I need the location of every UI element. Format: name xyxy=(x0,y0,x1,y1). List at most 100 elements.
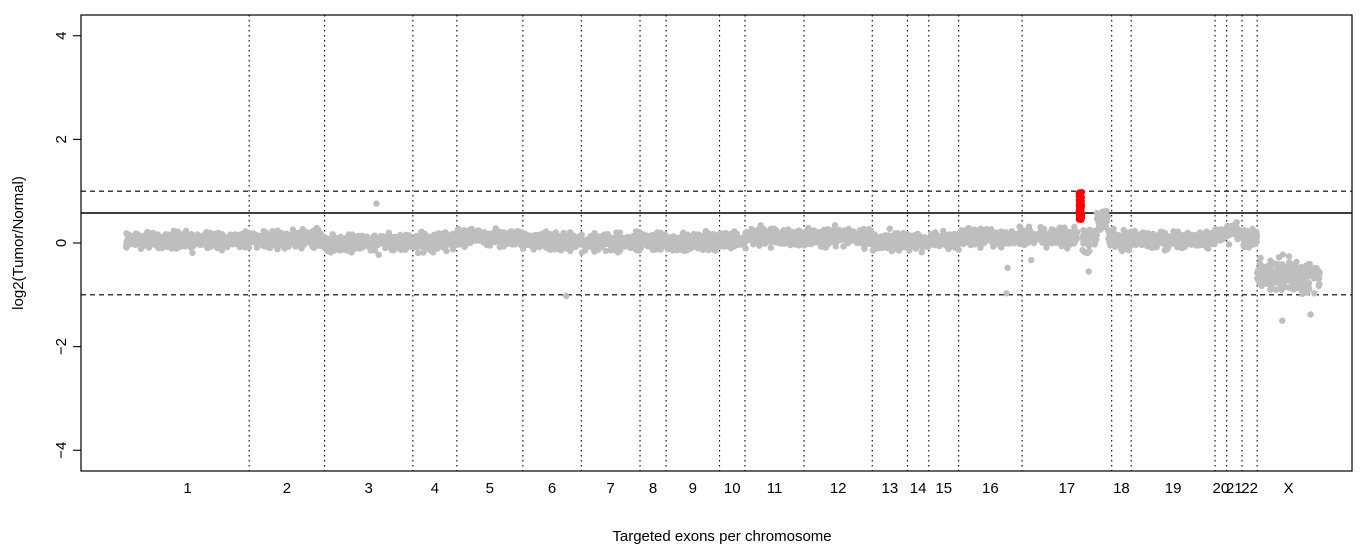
exon-point xyxy=(1025,223,1033,230)
exon-point xyxy=(678,235,686,243)
exon-point xyxy=(1214,236,1221,243)
chromosome-label-10: 10 xyxy=(724,480,741,497)
chromosome-label-19: 19 xyxy=(1165,480,1182,497)
exon-point xyxy=(281,245,288,252)
exon-point xyxy=(360,242,368,249)
exon-point xyxy=(1020,241,1028,249)
chromosome-label-7: 7 xyxy=(606,480,614,497)
exon-point xyxy=(370,233,377,240)
exon-point xyxy=(1284,264,1291,271)
exon-point xyxy=(1275,261,1283,268)
exon-point xyxy=(147,236,154,243)
exon-point xyxy=(700,243,707,250)
exon-point xyxy=(324,237,331,245)
exon-point xyxy=(301,241,308,248)
exon-point xyxy=(1225,241,1233,248)
exon-point xyxy=(465,232,473,240)
exon-point xyxy=(918,249,925,256)
exon-point xyxy=(929,237,936,245)
reference-lines xyxy=(81,190,1352,296)
exon-point xyxy=(1299,290,1306,297)
data-points xyxy=(123,200,1323,324)
exon-point xyxy=(946,242,953,250)
exon-point xyxy=(306,232,313,239)
exon-point xyxy=(784,231,791,239)
exon-point xyxy=(585,239,593,247)
exon-point xyxy=(1311,290,1318,297)
exon-point xyxy=(913,241,920,248)
exon-point xyxy=(721,241,728,248)
exon-point xyxy=(987,229,994,237)
exon-point xyxy=(558,241,565,248)
exon-point-outlier xyxy=(1085,268,1092,275)
exon-point xyxy=(163,237,170,244)
exon-point xyxy=(672,239,679,247)
exon-point xyxy=(980,240,987,247)
exon-point xyxy=(502,237,509,245)
exon-point xyxy=(1060,228,1067,235)
exon-point xyxy=(552,229,560,236)
exon-point xyxy=(870,240,877,247)
exon-point xyxy=(346,237,354,245)
exon-point xyxy=(551,246,558,253)
exon-point xyxy=(228,235,235,243)
exon-point xyxy=(570,234,577,241)
exon-point xyxy=(142,241,150,249)
exon-point xyxy=(334,242,341,250)
chromosome-label-17: 17 xyxy=(1059,480,1076,497)
chromosome-label-22: 22 xyxy=(1241,480,1258,497)
exon-point xyxy=(1093,209,1101,217)
exon-point xyxy=(1006,240,1013,247)
exon-point xyxy=(1255,276,1263,284)
exon-point xyxy=(382,241,390,248)
exon-point xyxy=(255,237,262,245)
exon-point xyxy=(287,233,295,240)
exon-point xyxy=(1230,222,1237,230)
exon-point xyxy=(1262,267,1269,274)
exon-point xyxy=(1089,233,1096,240)
exon-point xyxy=(1285,276,1293,283)
exon-point-outlier xyxy=(1004,264,1011,272)
exon-point xyxy=(826,236,833,243)
exon-point xyxy=(989,238,997,245)
exon-point xyxy=(836,226,843,234)
exon-point xyxy=(742,245,749,252)
y-tick-label: 4 xyxy=(53,32,70,40)
exon-point xyxy=(1212,225,1219,233)
exon-point xyxy=(390,245,397,253)
exon-point xyxy=(1195,240,1202,247)
exon-point xyxy=(470,228,477,235)
exon-point xyxy=(158,245,166,252)
exon-point xyxy=(291,239,299,246)
chromosome-label-15: 15 xyxy=(935,480,952,497)
exon-point xyxy=(1178,231,1185,239)
exon-point xyxy=(862,229,869,237)
exon-point xyxy=(727,244,734,252)
exon-point xyxy=(884,238,892,246)
exon-point xyxy=(1182,237,1190,244)
exon-point xyxy=(1178,244,1186,252)
chromosome-label-3: 3 xyxy=(365,480,373,497)
exon-point xyxy=(1036,233,1044,241)
exon-point xyxy=(532,234,540,242)
exon-point xyxy=(767,225,775,232)
chromosome-label-6: 6 xyxy=(548,480,556,497)
exon-point xyxy=(591,230,598,237)
exon-point xyxy=(156,238,163,246)
exon-point xyxy=(849,231,856,238)
chromosome-label-4: 4 xyxy=(431,480,439,497)
exon-point xyxy=(802,233,809,241)
exon-point-outlier xyxy=(373,200,380,207)
exon-point xyxy=(888,247,896,255)
exon-point xyxy=(494,232,502,240)
exon-point xyxy=(502,232,510,239)
exon-point xyxy=(1098,217,1106,224)
exon-point xyxy=(326,242,333,250)
exon-point xyxy=(486,237,493,244)
exon-point xyxy=(177,231,184,238)
exon-point xyxy=(388,236,395,244)
exon-point xyxy=(169,236,177,243)
exon-point xyxy=(820,226,828,234)
amplified-exon-point xyxy=(1076,208,1084,216)
chromosome-label-X: X xyxy=(1284,480,1294,497)
